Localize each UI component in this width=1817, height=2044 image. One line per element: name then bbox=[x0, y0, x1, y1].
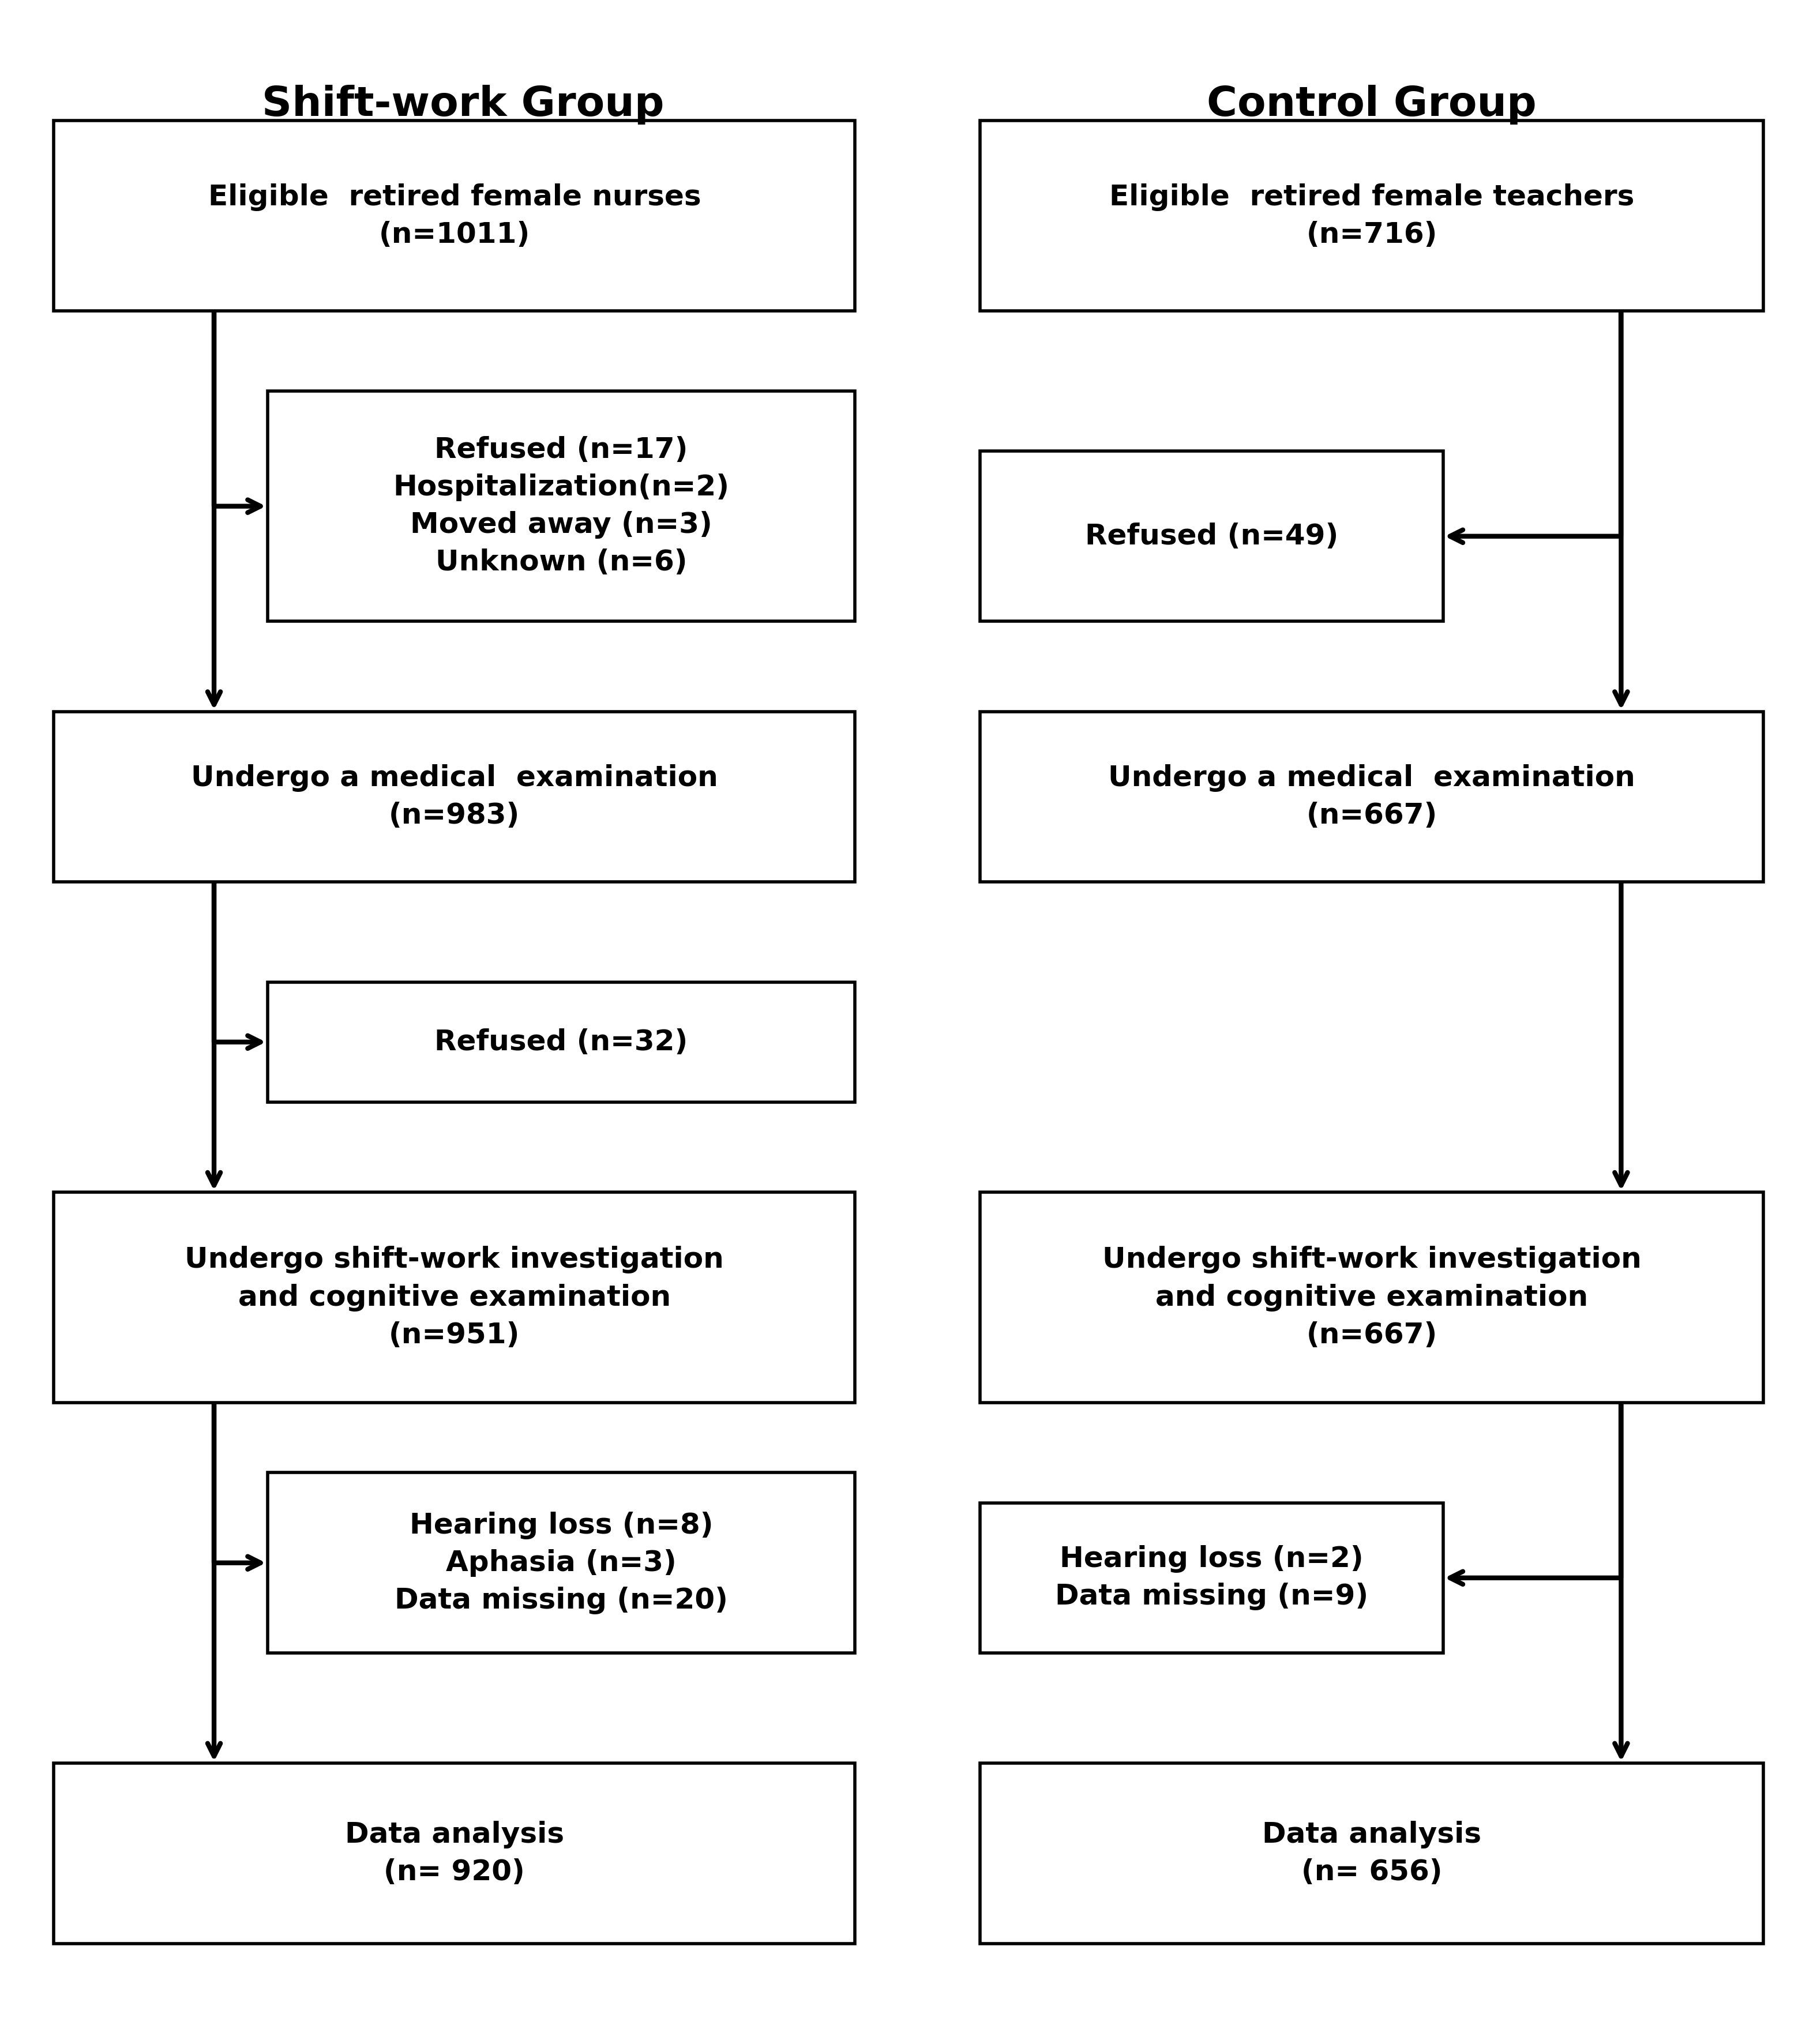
FancyBboxPatch shape bbox=[267, 1472, 856, 1654]
FancyBboxPatch shape bbox=[979, 452, 1443, 621]
Text: Refused (n=32): Refused (n=32) bbox=[434, 1028, 689, 1057]
FancyBboxPatch shape bbox=[267, 390, 856, 621]
FancyBboxPatch shape bbox=[55, 1764, 856, 1944]
Text: Eligible  retired female teachers
(n=716): Eligible retired female teachers (n=716) bbox=[1108, 184, 1635, 249]
FancyBboxPatch shape bbox=[55, 121, 856, 311]
Text: Undergo shift-work investigation
and cognitive examination
(n=951): Undergo shift-work investigation and cog… bbox=[185, 1247, 723, 1349]
FancyBboxPatch shape bbox=[979, 711, 1764, 881]
FancyBboxPatch shape bbox=[267, 981, 856, 1102]
Text: Data analysis
(n= 656): Data analysis (n= 656) bbox=[1263, 1821, 1481, 1887]
Text: Data analysis
(n= 920): Data analysis (n= 920) bbox=[345, 1821, 563, 1887]
FancyBboxPatch shape bbox=[55, 1192, 856, 1402]
Text: Undergo a medical  examination
(n=983): Undergo a medical examination (n=983) bbox=[191, 764, 718, 830]
Text: Shift-work Group: Shift-work Group bbox=[262, 84, 665, 125]
Text: Refused (n=49): Refused (n=49) bbox=[1085, 523, 1339, 550]
Text: Control Group: Control Group bbox=[1206, 84, 1537, 125]
Text: Hearing loss (n=2)
Data missing (n=9): Hearing loss (n=2) Data missing (n=9) bbox=[1056, 1545, 1368, 1611]
FancyBboxPatch shape bbox=[55, 711, 856, 881]
FancyBboxPatch shape bbox=[979, 1502, 1443, 1654]
Text: Refused (n=17)
Hospitalization(n=2)
Moved away (n=3)
Unknown (n=6): Refused (n=17) Hospitalization(n=2) Move… bbox=[392, 435, 729, 576]
FancyBboxPatch shape bbox=[979, 121, 1764, 311]
Text: Eligible  retired female nurses
(n=1011): Eligible retired female nurses (n=1011) bbox=[207, 184, 701, 249]
FancyBboxPatch shape bbox=[979, 1192, 1764, 1402]
Text: Undergo a medical  examination
(n=667): Undergo a medical examination (n=667) bbox=[1108, 764, 1635, 830]
Text: Undergo shift-work investigation
and cognitive examination
(n=667): Undergo shift-work investigation and cog… bbox=[1103, 1247, 1641, 1349]
Text: Hearing loss (n=8)
Aphasia (n=3)
Data missing (n=20): Hearing loss (n=8) Aphasia (n=3) Data mi… bbox=[394, 1511, 729, 1615]
FancyBboxPatch shape bbox=[979, 1764, 1764, 1944]
